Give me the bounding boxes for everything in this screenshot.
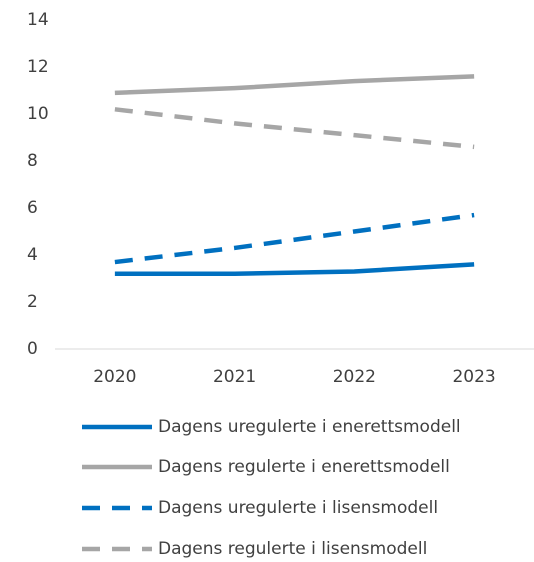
- y-tick-label: 8: [27, 151, 38, 171]
- y-tick-label: 14: [27, 10, 49, 30]
- x-tick-label: 2023: [452, 367, 495, 387]
- y-tick-label: 10: [27, 104, 49, 124]
- series-line: [114, 212, 475, 265]
- x-tick-label: 2020: [93, 367, 136, 387]
- series-line: [114, 262, 475, 277]
- y-tick-label: 6: [27, 198, 38, 218]
- y-tick-label: 2: [27, 292, 38, 312]
- legend-label: Dagens regulerte i lisensmodell: [158, 539, 427, 559]
- x-tick-label: 2022: [333, 367, 376, 387]
- legend-label: Dagens uregulerte i lisensmodell: [158, 498, 438, 518]
- y-tick-label: 0: [27, 339, 38, 359]
- y-tick-label: 12: [27, 57, 49, 77]
- series-line: [114, 74, 475, 96]
- x-tick-label: 2021: [213, 367, 256, 387]
- legend-label: Dagens uregulerte i enerettsmodell: [158, 417, 461, 437]
- y-tick-label: 4: [27, 245, 38, 265]
- series-line: [114, 107, 475, 150]
- legend-label: Dagens regulerte i enerettsmodell: [158, 457, 450, 477]
